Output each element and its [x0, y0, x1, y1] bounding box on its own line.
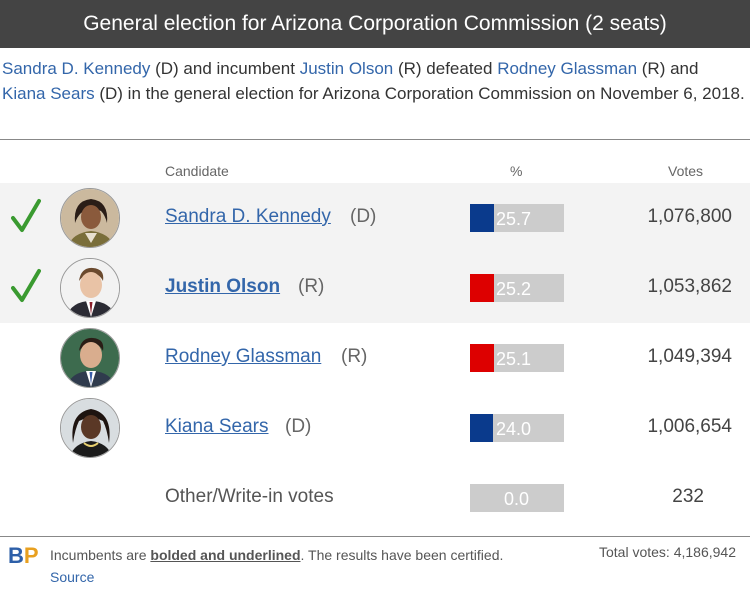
candidate-name-glassman[interactable]: Rodney Glassman — [165, 346, 322, 367]
winner-check-icon — [11, 269, 41, 302]
party-label: (R) — [298, 276, 325, 297]
ballotpedia-logo: BP — [8, 543, 39, 569]
footer-bold-text: bolded and underlined — [150, 547, 301, 563]
candidate-photo — [60, 188, 120, 248]
summary-text: (D) and incumbent — [150, 59, 300, 78]
candidate-row-glassman: Rodney Glassman (R) 25.1 1,049,394 — [0, 323, 750, 393]
vote-share-bar: 24.0 — [470, 414, 564, 442]
footer-text: Incumbents are — [50, 547, 151, 563]
source-link[interactable]: Source — [50, 569, 95, 585]
footer-note: Incumbents are bolded and underlined. Th… — [50, 544, 520, 588]
vote-share-bar: 25.1 — [470, 344, 564, 372]
column-header-votes: Votes — [668, 163, 704, 179]
candidate-row-sears: Kiana Sears (D) 24.0 1,006,654 — [0, 393, 750, 463]
vote-count: 1,076,800 — [647, 206, 732, 227]
vote-share-fill — [470, 344, 494, 372]
vote-share-fill — [470, 204, 494, 232]
vote-share-bar: 25.7 — [470, 204, 564, 232]
summary-text: (D) in the general election for Arizona … — [94, 84, 745, 103]
total-votes: Total votes: 4,186,942 — [599, 544, 736, 560]
candidate-row-olson: Justin Olson (R) 25.2 1,053,862 — [0, 253, 750, 323]
vote-share-bar: 25.2 — [470, 274, 564, 302]
summary-text: (R) defeated — [393, 59, 498, 78]
vote-count: 1,049,394 — [647, 346, 732, 367]
vote-share-fill — [470, 274, 494, 302]
column-header-candidate: Candidate — [165, 163, 229, 179]
divider — [0, 139, 750, 140]
candidate-link-olson[interactable]: Justin Olson — [299, 59, 394, 78]
candidate-photo — [60, 258, 120, 318]
results-summary: Sandra D. Kennedy (D) and incumbent Just… — [2, 56, 746, 106]
vote-count: 232 — [672, 486, 704, 507]
vote-share-bar: 0.0 — [470, 484, 564, 512]
logo-letter: B — [8, 543, 24, 568]
candidate-name-sears[interactable]: Kiana Sears — [165, 416, 269, 437]
vote-percent: 0.0 — [504, 489, 530, 509]
candidate-photo — [60, 398, 120, 458]
vote-share-fill — [470, 414, 493, 442]
candidate-row-other: Other/Write-in votes 0.0 232 — [0, 463, 750, 533]
candidate-name-kennedy[interactable]: Sandra D. Kennedy — [165, 206, 331, 227]
vote-count: 1,006,654 — [647, 416, 732, 437]
vote-count: 1,053,862 — [647, 276, 732, 297]
page-title: General election for Arizona Corporation… — [0, 0, 750, 48]
winner-check-icon — [11, 199, 41, 232]
divider — [0, 536, 750, 537]
candidate-photo — [60, 328, 120, 388]
summary-text: (R) and — [637, 59, 699, 78]
party-label: (D) — [285, 416, 312, 437]
vote-percent: 25.1 — [496, 349, 532, 369]
candidate-link-kennedy[interactable]: Sandra D. Kennedy — [2, 59, 151, 78]
vote-percent: 25.7 — [496, 209, 532, 229]
candidate-link-sears[interactable]: Kiana Sears — [2, 84, 95, 103]
candidate-row-kennedy: Sandra D. Kennedy (D) 25.7 1,076,800 — [0, 183, 750, 253]
footer-text: . The results have been certified. — [300, 547, 504, 563]
logo-letter: P — [23, 543, 39, 568]
candidate-name-other: Other/Write-in votes — [165, 486, 334, 507]
candidate-name-olson[interactable]: Justin Olson — [165, 276, 281, 297]
vote-percent: 24.0 — [496, 419, 532, 439]
candidate-link-glassman[interactable]: Rodney Glassman — [497, 59, 638, 78]
vote-percent: 25.2 — [496, 279, 532, 299]
party-label: (D) — [350, 206, 377, 227]
party-label: (R) — [341, 346, 368, 367]
column-header-percent: % — [510, 163, 523, 179]
